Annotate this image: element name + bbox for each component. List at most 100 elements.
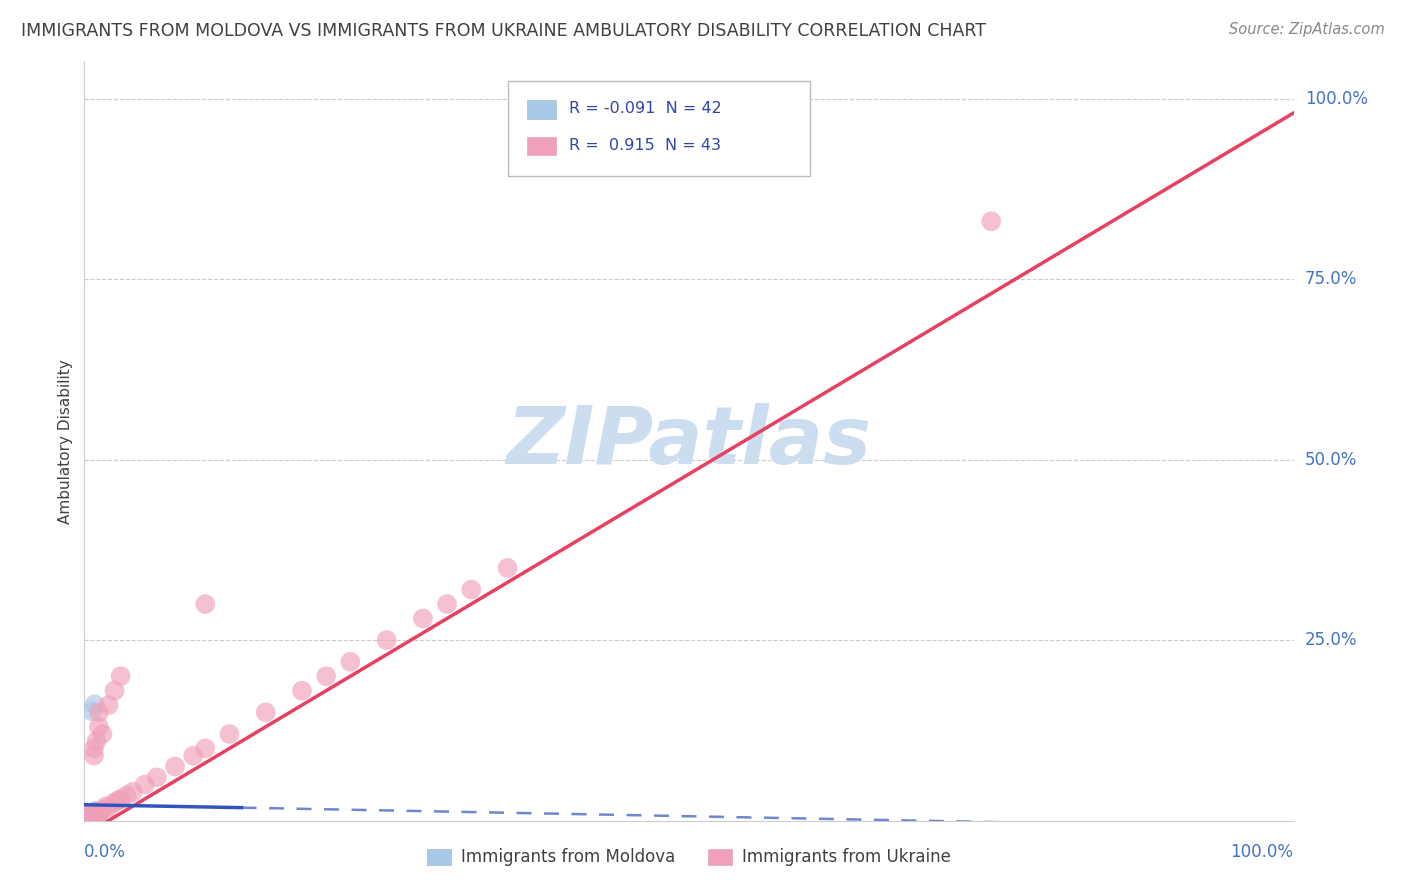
Point	[86, 806, 108, 821]
Point	[86, 808, 108, 822]
FancyBboxPatch shape	[508, 81, 810, 177]
FancyBboxPatch shape	[527, 136, 555, 155]
Point	[86, 805, 108, 819]
Point	[82, 808, 104, 822]
Point	[82, 809, 104, 823]
Text: IMMIGRANTS FROM MOLDOVA VS IMMIGRANTS FROM UKRAINE AMBULATORY DISABILITY CORRELA: IMMIGRANTS FROM MOLDOVA VS IMMIGRANTS FR…	[21, 22, 986, 40]
Point	[82, 808, 104, 822]
Legend: Immigrants from Moldova, Immigrants from Ukraine: Immigrants from Moldova, Immigrants from…	[420, 842, 957, 873]
Point	[86, 806, 108, 821]
Point	[83, 741, 105, 756]
Point	[97, 698, 120, 712]
Point	[83, 807, 105, 822]
Point	[87, 720, 110, 734]
Point	[104, 796, 127, 810]
Point	[82, 810, 104, 824]
Point	[83, 806, 105, 821]
Text: R = -0.091  N = 42: R = -0.091 N = 42	[569, 101, 723, 116]
Point	[82, 805, 104, 820]
Point	[104, 683, 127, 698]
Point	[84, 806, 107, 821]
Point	[87, 806, 110, 821]
Point	[97, 800, 120, 814]
Point	[82, 805, 104, 820]
Point	[86, 809, 108, 823]
Text: 100.0%: 100.0%	[1230, 844, 1294, 862]
Point	[80, 808, 103, 822]
Point	[83, 805, 105, 820]
Point	[82, 807, 104, 822]
Point	[79, 807, 101, 822]
Point	[339, 655, 361, 669]
Point	[165, 759, 187, 773]
Point	[254, 706, 277, 720]
Text: ZIPatlas: ZIPatlas	[506, 402, 872, 481]
Text: Source: ZipAtlas.com: Source: ZipAtlas.com	[1229, 22, 1385, 37]
Text: 50.0%: 50.0%	[1305, 450, 1357, 468]
Text: 100.0%: 100.0%	[1305, 89, 1368, 108]
Point	[194, 741, 217, 756]
Point	[980, 214, 1002, 228]
Point	[146, 770, 169, 784]
Point	[86, 808, 108, 822]
Point	[91, 803, 114, 817]
Point	[80, 808, 103, 822]
Point	[84, 804, 107, 818]
Point	[496, 561, 519, 575]
Point	[86, 804, 108, 818]
Point	[436, 597, 458, 611]
Text: 25.0%: 25.0%	[1305, 632, 1357, 649]
Text: 75.0%: 75.0%	[1305, 270, 1357, 288]
Point	[80, 807, 103, 822]
Point	[83, 809, 105, 823]
Point	[86, 805, 108, 819]
Point	[91, 727, 114, 741]
Point	[412, 611, 434, 625]
Point	[121, 785, 143, 799]
Point	[80, 805, 103, 820]
Text: 0.0%: 0.0%	[84, 844, 127, 862]
Point	[86, 805, 108, 820]
Text: R =  0.915  N = 43: R = 0.915 N = 43	[569, 137, 721, 153]
Point	[86, 734, 108, 748]
FancyBboxPatch shape	[527, 101, 555, 119]
Point	[115, 789, 138, 803]
Point	[83, 748, 105, 763]
Point	[87, 806, 110, 821]
Point	[82, 806, 104, 821]
Point	[110, 669, 132, 683]
Point	[110, 792, 132, 806]
Point	[87, 706, 110, 720]
Point	[134, 778, 156, 792]
Point	[460, 582, 482, 597]
Point	[291, 683, 314, 698]
Y-axis label: Ambulatory Disability: Ambulatory Disability	[58, 359, 73, 524]
Point	[83, 698, 105, 712]
Point	[83, 808, 105, 822]
Point	[87, 808, 110, 822]
Point	[218, 727, 240, 741]
Point	[80, 809, 103, 823]
Point	[107, 793, 129, 807]
Point	[84, 808, 107, 822]
Point	[315, 669, 337, 683]
Point	[87, 806, 110, 821]
Point	[84, 808, 107, 822]
Point	[84, 806, 107, 821]
Point	[83, 808, 105, 822]
Point	[86, 809, 108, 823]
Point	[375, 633, 398, 648]
Point	[194, 597, 217, 611]
Point	[79, 809, 101, 823]
Point	[82, 805, 104, 820]
Point	[80, 704, 103, 718]
Point	[87, 806, 110, 821]
Point	[86, 806, 108, 821]
Point	[181, 748, 204, 763]
Point	[83, 807, 105, 822]
Point	[94, 799, 117, 814]
Point	[84, 808, 107, 822]
Point	[79, 809, 101, 823]
Point	[87, 809, 110, 823]
Point	[86, 809, 108, 823]
